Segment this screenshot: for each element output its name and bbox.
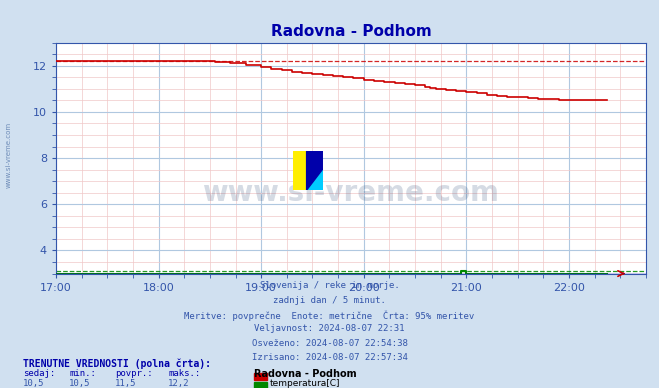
Text: 12,2: 12,2	[168, 379, 190, 388]
Text: min.:: min.:	[69, 369, 96, 378]
Polygon shape	[293, 151, 323, 190]
Title: Radovna - Podhom: Radovna - Podhom	[271, 24, 431, 39]
Text: www.si-vreme.com: www.si-vreme.com	[202, 179, 500, 207]
Polygon shape	[306, 169, 323, 190]
Text: Izrisano: 2024-08-07 22:57:34: Izrisano: 2024-08-07 22:57:34	[252, 353, 407, 362]
Text: www.si-vreme.com: www.si-vreme.com	[5, 122, 11, 188]
Text: Radovna - Podhom: Radovna - Podhom	[254, 369, 357, 379]
Text: zadnji dan / 5 minut.: zadnji dan / 5 minut.	[273, 296, 386, 305]
Text: povpr.:: povpr.:	[115, 369, 153, 378]
Text: Meritve: povprečne  Enote: metrične  Črta: 95% meritev: Meritve: povprečne Enote: metrične Črta:…	[185, 310, 474, 320]
Polygon shape	[306, 151, 323, 190]
Text: 11,5: 11,5	[115, 379, 137, 388]
Text: Osveženo: 2024-08-07 22:54:38: Osveženo: 2024-08-07 22:54:38	[252, 339, 407, 348]
Text: Slovenija / reke in morje.: Slovenija / reke in morje.	[260, 281, 399, 290]
Text: sedaj:: sedaj:	[23, 369, 55, 378]
Text: 10,5: 10,5	[69, 379, 91, 388]
Text: 10,5: 10,5	[23, 379, 45, 388]
Text: Veljavnost: 2024-08-07 22:31: Veljavnost: 2024-08-07 22:31	[254, 324, 405, 333]
Text: TRENUTNE VREDNOSTI (polna črta):: TRENUTNE VREDNOSTI (polna črta):	[23, 359, 211, 369]
Text: temperatura[C]: temperatura[C]	[270, 379, 341, 388]
Text: maks.:: maks.:	[168, 369, 200, 378]
